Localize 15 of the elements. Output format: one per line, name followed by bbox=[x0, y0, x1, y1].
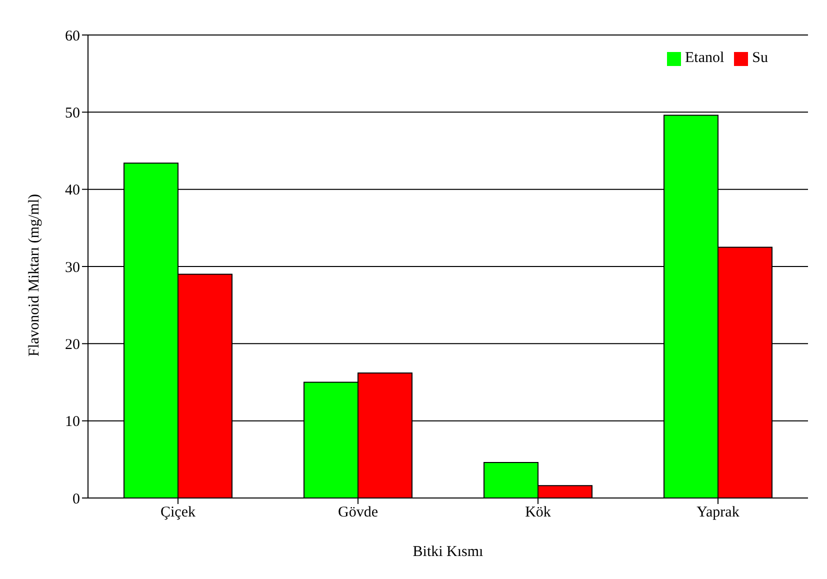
y-tick-label: 40 bbox=[65, 182, 80, 199]
y-tick-label: 10 bbox=[65, 414, 80, 430]
x-axis-title: Bitki Kısmı bbox=[412, 544, 484, 560]
y-axis-title: Flavonoid Miktarı (mg/ml) bbox=[26, 194, 42, 356]
x-tick-label: Yaprak bbox=[696, 504, 740, 521]
y-tick-label: 30 bbox=[65, 260, 80, 276]
legend-label: Etanol bbox=[685, 50, 724, 66]
x-tick-label: Kök bbox=[525, 504, 552, 521]
legend-label: Su bbox=[752, 50, 768, 66]
y-tick-label: 20 bbox=[65, 336, 80, 353]
y-tick-label: 0 bbox=[72, 491, 80, 508]
x-tick-label: Çiçek bbox=[160, 504, 196, 521]
y-tick-label: 60 bbox=[65, 28, 80, 44]
y-tick-label: 50 bbox=[65, 105, 80, 122]
x-tick-label: Gövde bbox=[338, 504, 378, 521]
